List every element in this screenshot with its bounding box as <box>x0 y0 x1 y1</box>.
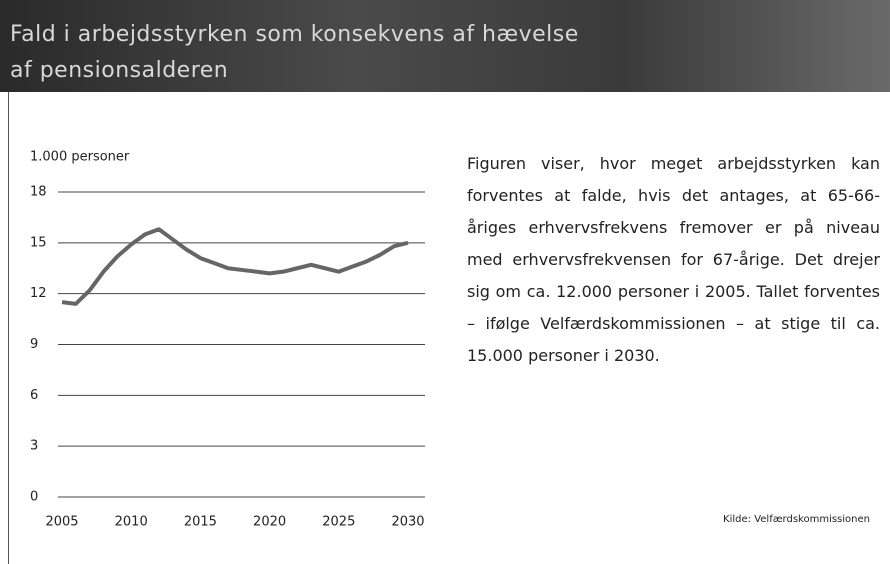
header-title: af pensionsalderen <box>10 58 229 83</box>
x-tick-label: 2030 <box>391 515 424 530</box>
y-axis-label: 1.000 personer <box>30 150 130 165</box>
y-tick-label: 12 <box>30 286 47 301</box>
x-tick-label: 2005 <box>45 515 78 530</box>
header-title: Fald i arbejdsstyrken som konsekvens af … <box>10 22 579 47</box>
y-tick-label: 0 <box>30 490 38 505</box>
header: Fald i arbejdsstyrken som konsekvens af … <box>0 0 890 92</box>
x-tick-label: 2020 <box>253 515 286 530</box>
y-tick-label: 9 <box>30 337 38 352</box>
paragraph: Figuren viser, hvor meget arbejdsstyrken… <box>467 154 880 365</box>
x-tick-label: 2025 <box>322 515 355 530</box>
x-tick-label: 2015 <box>184 515 217 530</box>
border <box>8 92 9 564</box>
y-tick-label: 15 <box>30 235 47 250</box>
x-tick-label: 2010 <box>115 515 148 530</box>
data-line <box>61 227 409 306</box>
y-tick-label: 6 <box>30 388 38 403</box>
source: Kilde: Velfærdskommissionen <box>723 514 870 525</box>
y-tick-label: 18 <box>30 185 47 200</box>
y-tick-label: 3 <box>30 439 38 454</box>
